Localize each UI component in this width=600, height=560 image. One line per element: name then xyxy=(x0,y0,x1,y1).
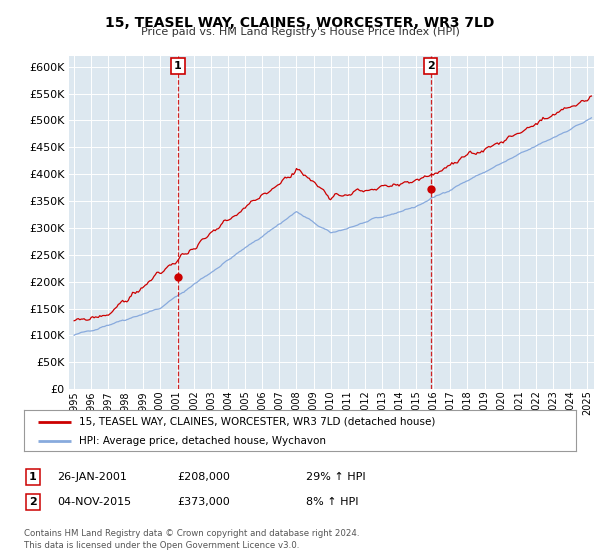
Text: 2: 2 xyxy=(29,497,37,507)
Text: 15, TEASEL WAY, CLAINES, WORCESTER, WR3 7LD (detached house): 15, TEASEL WAY, CLAINES, WORCESTER, WR3 … xyxy=(79,417,436,427)
Text: Contains HM Land Registry data © Crown copyright and database right 2024.
This d: Contains HM Land Registry data © Crown c… xyxy=(24,529,359,550)
Text: £208,000: £208,000 xyxy=(177,472,230,482)
Text: £373,000: £373,000 xyxy=(177,497,230,507)
Text: 04-NOV-2015: 04-NOV-2015 xyxy=(57,497,131,507)
Text: HPI: Average price, detached house, Wychavon: HPI: Average price, detached house, Wych… xyxy=(79,436,326,446)
Text: 1: 1 xyxy=(29,472,37,482)
Text: 1: 1 xyxy=(174,61,182,71)
Text: 15, TEASEL WAY, CLAINES, WORCESTER, WR3 7LD: 15, TEASEL WAY, CLAINES, WORCESTER, WR3 … xyxy=(106,16,494,30)
Text: 26-JAN-2001: 26-JAN-2001 xyxy=(57,472,127,482)
Text: Price paid vs. HM Land Registry's House Price Index (HPI): Price paid vs. HM Land Registry's House … xyxy=(140,27,460,37)
Text: 2: 2 xyxy=(427,61,434,71)
Text: 8% ↑ HPI: 8% ↑ HPI xyxy=(306,497,359,507)
Text: 29% ↑ HPI: 29% ↑ HPI xyxy=(306,472,365,482)
